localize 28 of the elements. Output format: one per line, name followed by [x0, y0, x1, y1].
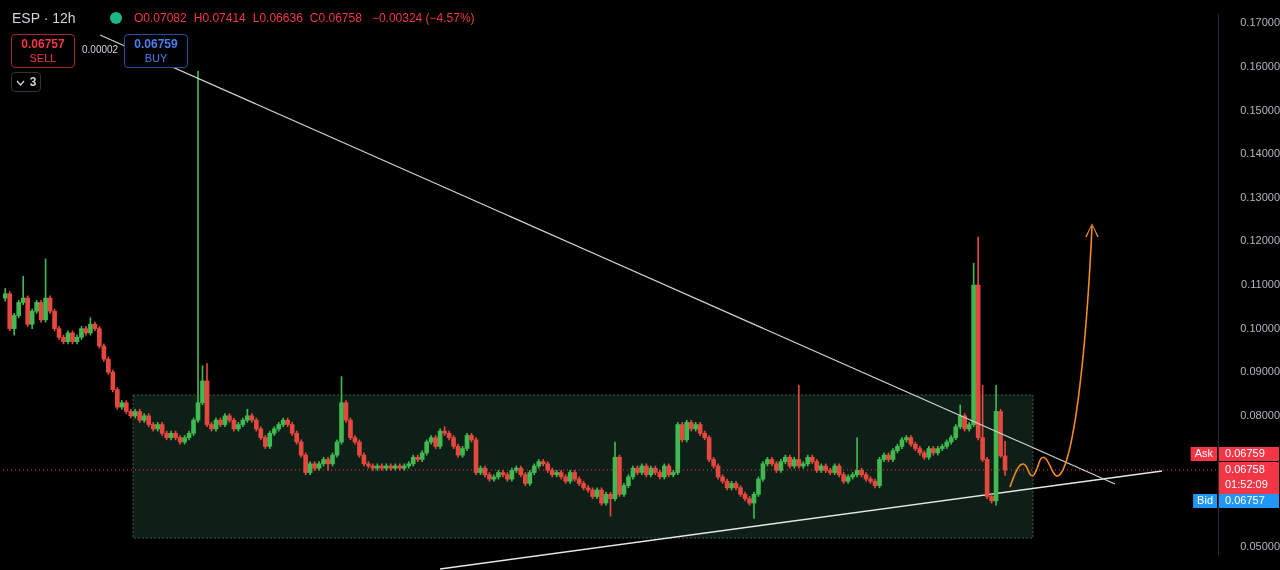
y-tick-label: 0.13000	[1240, 190, 1280, 203]
annotation: BUY	[143, 51, 169, 65]
annotation: 0.06759	[133, 37, 179, 51]
y-tick-label: 0.09000	[1240, 365, 1280, 378]
y-tick-label: 0.05000	[1240, 539, 1280, 552]
text: 01:52:09	[1225, 478, 1268, 491]
annotation: L0.06636	[252, 11, 303, 25]
annotation: O0.07082	[134, 11, 187, 25]
annotation: Ask 0.06759	[1194, 447, 1265, 460]
annotation: 0.00002	[82, 44, 119, 55]
annotation: H0.07414	[193, 11, 246, 25]
annotation: 0.06757	[20, 37, 66, 51]
y-tick-label: 0.14000	[1240, 147, 1280, 160]
y-tick-label: 0.10000	[1240, 321, 1280, 334]
annotation: SELL	[28, 51, 58, 65]
annotation: −0.00324 (−4.57%)	[371, 11, 475, 25]
candlestick	[796, 384, 802, 469]
annotation: Bid 0.06757	[1197, 494, 1265, 507]
annotation: 3	[29, 75, 37, 89]
y-tick-label: 0.17000	[1240, 16, 1280, 29]
y-tick-label: 0.16000	[1240, 59, 1280, 72]
y-tick-label: 0.12000	[1240, 234, 1280, 247]
y-tick-label: 0.15000	[1240, 103, 1280, 116]
annotation: C0.06758	[309, 11, 362, 25]
chart-title: ESP · 12h	[12, 10, 76, 26]
y-tick-label: 0.08000	[1240, 408, 1280, 421]
y-tick-label: 0.11000	[1241, 278, 1280, 291]
ref-line-label: 0.06758	[1225, 463, 1265, 476]
